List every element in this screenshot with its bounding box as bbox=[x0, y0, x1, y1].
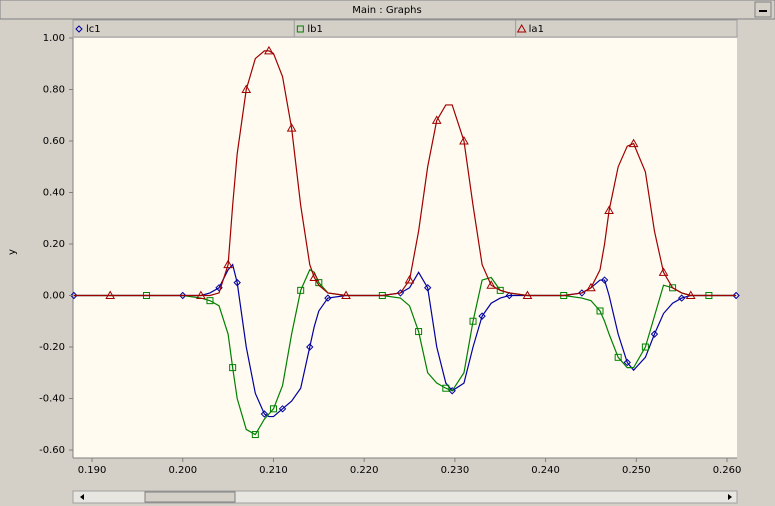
marker bbox=[641, 343, 649, 351]
marker bbox=[341, 290, 351, 300]
marker bbox=[604, 205, 614, 215]
y-tick-label: -0.20 bbox=[39, 342, 65, 353]
legend: lc1 lb1 la1 bbox=[72, 19, 738, 38]
marker bbox=[309, 272, 320, 281]
legend-cell bbox=[293, 19, 517, 38]
y-tick-label: 0.00 bbox=[43, 291, 65, 302]
marker bbox=[685, 290, 696, 300]
marker bbox=[179, 291, 187, 300]
marker bbox=[296, 25, 304, 33]
marker bbox=[75, 25, 83, 33]
marker bbox=[404, 275, 415, 284]
marker bbox=[278, 405, 287, 413]
marker bbox=[286, 123, 297, 132]
y-tick-label: 0.80 bbox=[43, 85, 65, 96]
x-tick-label: 0.260 bbox=[713, 465, 742, 476]
marker bbox=[105, 290, 116, 300]
y-tick-label: -0.40 bbox=[39, 394, 65, 405]
scroll-right[interactable] bbox=[728, 494, 732, 500]
legend-label: lc1 bbox=[86, 24, 101, 35]
marker bbox=[442, 384, 450, 392]
marker bbox=[586, 282, 596, 292]
marker bbox=[459, 135, 469, 145]
window-title: Main : Graphs bbox=[352, 5, 421, 16]
x-tick-label: 0.210 bbox=[259, 465, 288, 476]
marker bbox=[431, 115, 442, 124]
marker bbox=[297, 286, 305, 294]
marker bbox=[658, 267, 669, 276]
x-tick-label: 0.200 bbox=[168, 465, 197, 476]
series-line bbox=[73, 268, 737, 436]
y-axis-label: y bbox=[7, 249, 18, 255]
marker bbox=[469, 317, 477, 325]
marker bbox=[623, 358, 631, 367]
y-tick-label: 0.40 bbox=[43, 188, 65, 199]
marker bbox=[596, 307, 604, 315]
marker bbox=[423, 284, 432, 292]
marker bbox=[732, 291, 740, 300]
marker bbox=[229, 364, 237, 372]
marker bbox=[196, 290, 206, 300]
y-tick-label: 0.20 bbox=[43, 239, 65, 250]
y-tick-label: 0.60 bbox=[43, 136, 65, 147]
marker bbox=[396, 289, 405, 297]
scroll-thumb[interactable] bbox=[144, 491, 236, 503]
legend-cell bbox=[72, 19, 295, 38]
marker bbox=[650, 330, 659, 338]
scroll-left[interactable] bbox=[80, 494, 84, 500]
y-tick-label: 1.00 bbox=[43, 33, 65, 44]
plot-area bbox=[73, 38, 737, 458]
plot bbox=[70, 45, 740, 439]
marker bbox=[223, 259, 233, 269]
marker bbox=[505, 291, 514, 300]
marker bbox=[516, 23, 527, 33]
marker bbox=[251, 431, 259, 439]
legend-label: la1 bbox=[529, 24, 544, 35]
marker bbox=[600, 276, 609, 284]
marker bbox=[486, 280, 497, 289]
marker bbox=[522, 290, 533, 300]
marker bbox=[70, 291, 78, 300]
marker bbox=[306, 343, 314, 351]
marker bbox=[324, 294, 332, 302]
marker bbox=[264, 45, 274, 55]
marker bbox=[614, 353, 622, 361]
series-line bbox=[73, 263, 737, 418]
legend-cell bbox=[515, 19, 738, 38]
legend-label: lb1 bbox=[307, 24, 323, 35]
marker bbox=[233, 278, 241, 287]
x-tick-label: 0.190 bbox=[78, 465, 107, 476]
x-tick-label: 0.250 bbox=[622, 465, 651, 476]
series-line bbox=[73, 50, 737, 297]
marker bbox=[669, 284, 677, 292]
x-tick-label: 0.240 bbox=[531, 465, 560, 476]
scrollbar[interactable] bbox=[72, 490, 738, 504]
x-tick-label: 0.230 bbox=[441, 465, 470, 476]
marker bbox=[260, 410, 269, 418]
marker bbox=[478, 312, 486, 320]
y-tick-label: -0.60 bbox=[39, 445, 65, 456]
marker bbox=[415, 328, 423, 336]
x-tick-label: 0.220 bbox=[350, 465, 379, 476]
marker bbox=[241, 84, 252, 94]
marker bbox=[677, 294, 686, 302]
title-bar bbox=[0, 0, 775, 20]
marker bbox=[206, 297, 214, 305]
marker bbox=[269, 405, 277, 413]
marker bbox=[628, 138, 639, 148]
marker bbox=[496, 286, 504, 294]
minimize-button[interactable] bbox=[754, 1, 772, 18]
